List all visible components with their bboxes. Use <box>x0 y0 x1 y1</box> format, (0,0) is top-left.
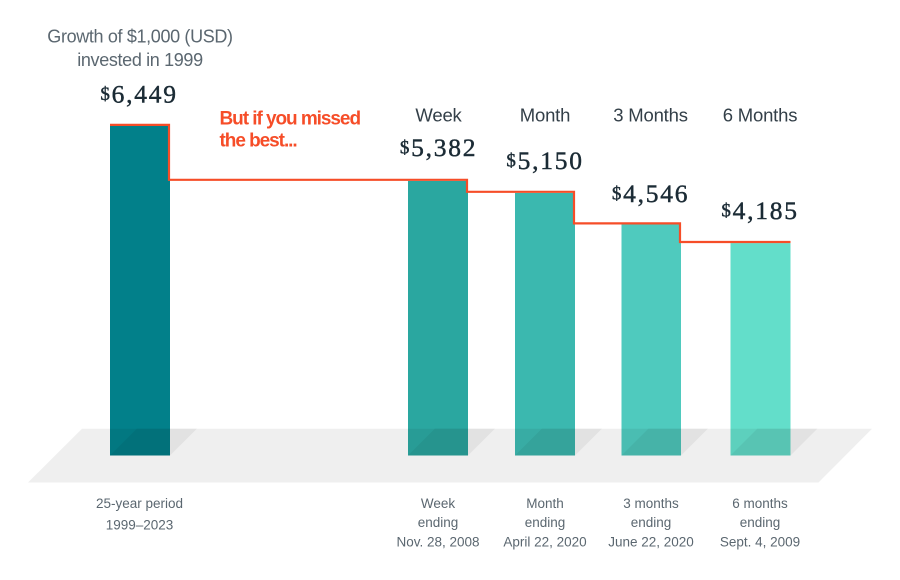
svg-text:3 Months: 3 Months <box>613 105 688 126</box>
svg-text:3 months: 3 months <box>623 496 679 511</box>
svg-text:Nov. 28, 2008: Nov. 28, 2008 <box>396 535 479 550</box>
svg-text:1999–2023: 1999–2023 <box>106 518 174 533</box>
svg-text:Sept. 4, 2009: Sept. 4, 2009 <box>720 535 800 550</box>
svg-text:25-year period: 25-year period <box>96 496 183 511</box>
svg-text:$5,150: $5,150 <box>506 146 583 175</box>
svg-text:6 months: 6 months <box>732 496 788 511</box>
svg-text:April 22, 2020: April 22, 2020 <box>503 535 586 550</box>
svg-text:ending: ending <box>418 515 459 530</box>
svg-text:6 Months: 6 Months <box>723 105 798 126</box>
svg-text:Growth of $1,000 (USD): Growth of $1,000 (USD) <box>47 27 232 47</box>
svg-text:June 22, 2020: June 22, 2020 <box>608 535 694 550</box>
svg-text:$4,185: $4,185 <box>721 196 798 225</box>
svg-text:Month: Month <box>520 105 570 126</box>
svg-text:$5,382: $5,382 <box>400 133 477 162</box>
svg-text:ending: ending <box>525 515 566 530</box>
svg-text:But if you missed: But if you missed <box>220 109 361 130</box>
svg-text:ending: ending <box>740 515 781 530</box>
svg-text:Week: Week <box>421 496 456 511</box>
svg-text:Week: Week <box>415 105 462 126</box>
svg-text:invested in 1999: invested in 1999 <box>77 50 203 70</box>
svg-text:Month: Month <box>526 496 564 511</box>
svg-text:the best...: the best... <box>220 130 297 151</box>
svg-text:$6,449: $6,449 <box>100 80 177 109</box>
svg-text:$4,546: $4,546 <box>612 179 689 208</box>
svg-text:ending: ending <box>631 515 672 530</box>
